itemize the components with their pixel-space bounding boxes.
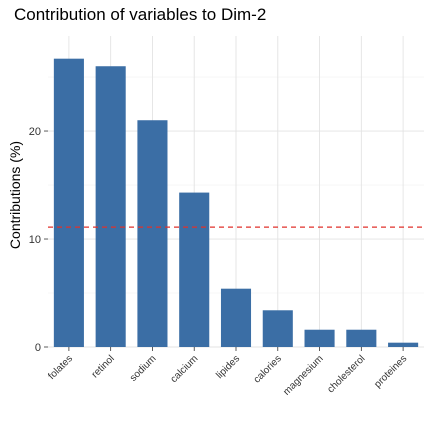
bar-sodium [137, 120, 168, 348]
bar-lipides [220, 288, 252, 347]
bar-magnesium [304, 329, 335, 347]
y-axis-ticks: 0 10 20 [29, 126, 48, 354]
bar-proteines [388, 342, 419, 347]
y-tick-label: 0 [35, 342, 41, 354]
bars [53, 58, 419, 348]
bar-retinol [95, 66, 126, 347]
chart-title: Contribution of variables to Dim-2 [14, 5, 266, 24]
bar-folates [53, 58, 84, 347]
y-tick-label: 20 [29, 126, 41, 138]
bar-calcium [179, 192, 210, 347]
y-axis-label: Contributions (%) [7, 141, 23, 249]
y-tick-label: 10 [29, 234, 41, 246]
bar-cholesterol [346, 329, 377, 347]
bar-calories [262, 310, 293, 347]
